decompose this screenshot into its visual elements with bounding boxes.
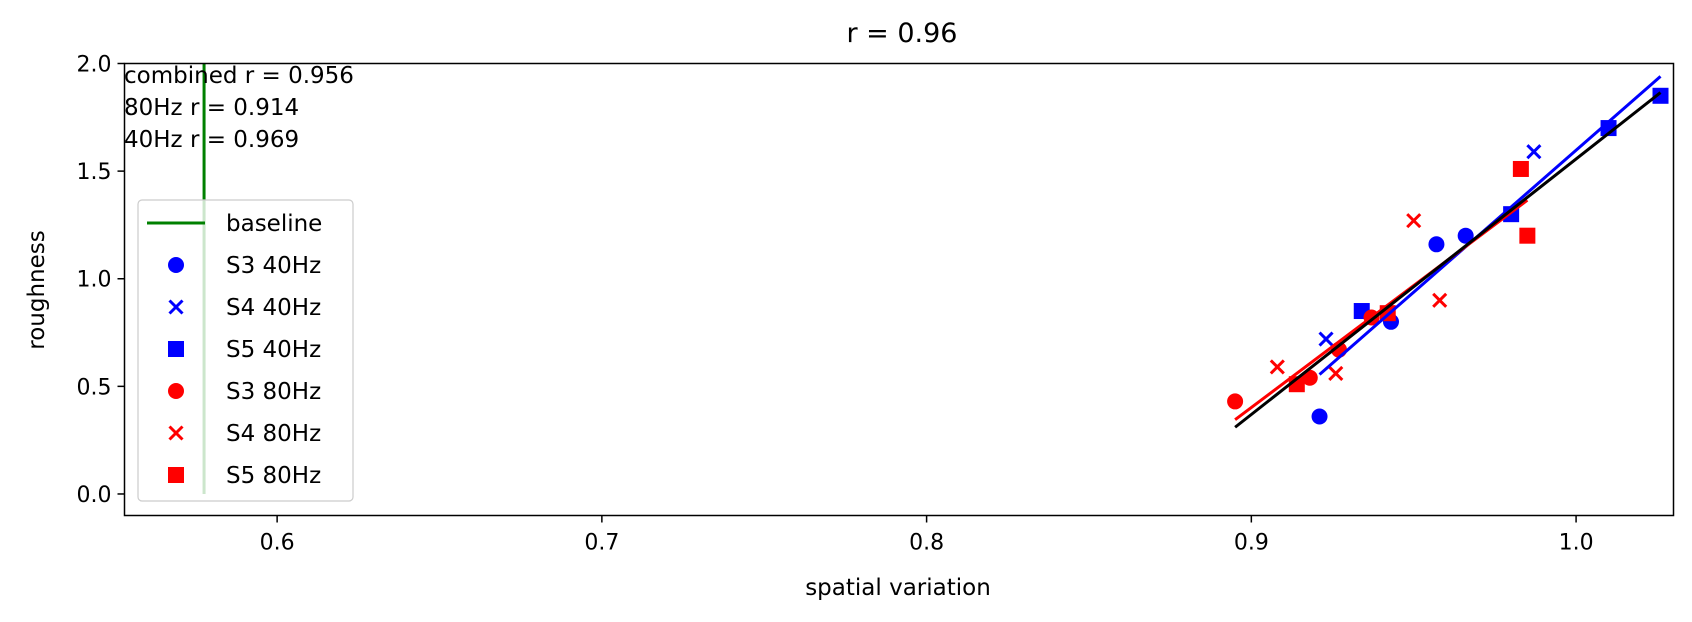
- data-point-s5-3: [1519, 227, 1536, 244]
- data-point-s1-0: [1318, 331, 1334, 347]
- chart-title: r = 0.96: [846, 18, 957, 49]
- data-point-s4-2: [1406, 213, 1422, 229]
- x-tick-label-0: 0.6: [260, 531, 295, 556]
- annotation-80hz-r: 80Hz r = 0.914: [124, 95, 299, 121]
- data-point-s3-1: [1301, 369, 1318, 386]
- data-point-s0-2: [1428, 236, 1445, 253]
- legend-entry-2: S4 40Hz: [168, 295, 321, 321]
- data-point-s2-3: [1652, 87, 1669, 104]
- legend-label: S5 80Hz: [226, 463, 321, 489]
- legend-entries: baseline S3 40Hz S4 40Hz S5 40Hz S3 80Hz S4 8…: [147, 211, 322, 489]
- legend-marker-swatch: [168, 383, 184, 399]
- legend-entry-0: baseline: [147, 211, 322, 237]
- legend-marker-swatch: [168, 257, 184, 273]
- annotation-combined-r: combined r = 0.956: [124, 63, 354, 89]
- fit-line-2: [1234, 91, 1662, 429]
- legend-entry-5: S4 80Hz: [168, 421, 321, 447]
- legend-marker-swatch: [168, 425, 184, 441]
- y-tick-label-1: 0.5: [77, 375, 112, 400]
- y-tick-label-0: 0.0: [77, 483, 112, 508]
- legend-marker-swatch: [168, 299, 184, 315]
- legend-entry-4: S3 80Hz: [168, 379, 321, 405]
- legend-label: S3 40Hz: [226, 253, 321, 279]
- correlation-annotations: combined r = 0.956 80Hz r = 0.914 40Hz r…: [124, 63, 354, 153]
- legend-label: S4 40Hz: [226, 295, 321, 321]
- legend-label: baseline: [226, 211, 322, 237]
- data-point-s4-1: [1328, 365, 1344, 382]
- data-point-s5-2: [1512, 160, 1529, 177]
- data-point-s4-0: [1269, 359, 1285, 375]
- y-tick-label-3: 1.5: [77, 160, 112, 185]
- plot-data-layer: [202, 63, 1669, 494]
- x-tick-label-4: 1.0: [1559, 531, 1594, 556]
- legend-label: S4 80Hz: [226, 421, 321, 447]
- data-point-s0-0: [1311, 408, 1328, 425]
- legend: baseline S3 40Hz S4 40Hz S5 40Hz S3 80Hz S4 8…: [137, 199, 354, 502]
- legend-label: S3 80Hz: [226, 379, 321, 405]
- data-point-s0-3: [1457, 227, 1474, 244]
- plot-frame: [123, 62, 1675, 517]
- y-tick-label-2: 1.0: [77, 268, 112, 293]
- legend-marker-swatch: [168, 341, 184, 357]
- legend-entry-6: S5 80Hz: [168, 463, 321, 489]
- legend-entry-1: S3 40Hz: [168, 253, 321, 279]
- y-tick-label-4: 2.0: [77, 53, 112, 78]
- annotation-40hz-r: 40Hz r = 0.969: [124, 127, 299, 153]
- y-axis-label: roughness: [24, 230, 50, 349]
- data-point-s3-0: [1227, 393, 1244, 410]
- x-axis-label: spatial variation: [805, 575, 991, 601]
- legend-marker-swatch: [168, 467, 184, 483]
- data-point-s4-3: [1432, 292, 1448, 308]
- legend-box: [137, 199, 354, 502]
- axes-layer: 0.6 0.7 0.8 0.9 1.0 0.0 0.5 1.0 1.5 2.0: [77, 53, 1594, 556]
- legend-entry-3: S5 40Hz: [168, 337, 321, 363]
- x-tick-label-3: 0.9: [1234, 531, 1269, 556]
- x-tick-label-1: 0.7: [584, 531, 619, 556]
- legend-label: S5 40Hz: [226, 337, 321, 363]
- x-tick-label-2: 0.8: [909, 531, 944, 556]
- data-point-s1-1: [1526, 144, 1542, 160]
